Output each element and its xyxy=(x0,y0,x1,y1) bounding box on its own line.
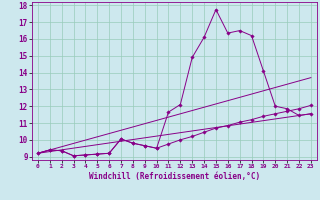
X-axis label: Windchill (Refroidissement éolien,°C): Windchill (Refroidissement éolien,°C) xyxy=(89,172,260,181)
